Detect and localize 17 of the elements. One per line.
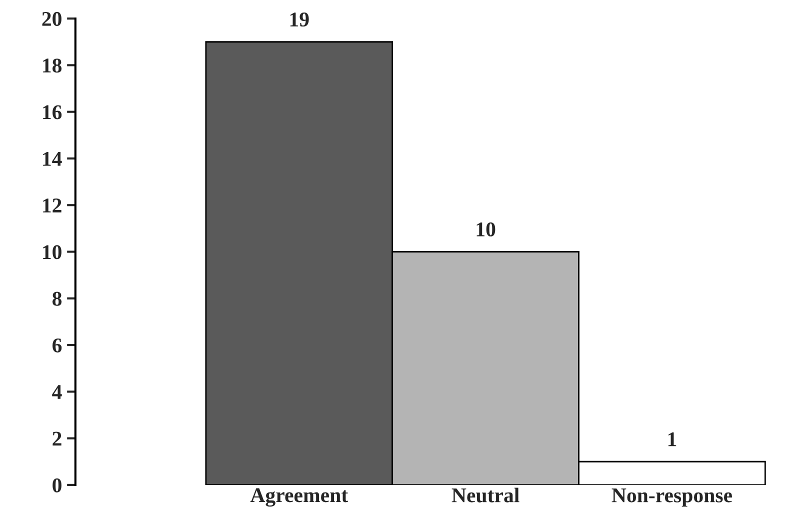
- y-tick-label: 10: [43, 245, 62, 260]
- y-tick-label: 0: [52, 478, 62, 492]
- data-label: 10: [476, 222, 496, 236]
- data-label: 1: [668, 432, 676, 446]
- x-tick-label: Agreement: [250, 488, 348, 507]
- y-tick-label: 12: [43, 198, 62, 212]
- x-tick-label: Non-response: [612, 488, 732, 507]
- y-tick-label: 6: [52, 338, 62, 352]
- y-tick-label: 20: [42, 12, 62, 26]
- y-tick-label: 16: [43, 105, 62, 120]
- y-tick-label: 2: [52, 432, 62, 446]
- data-label: 19: [290, 12, 309, 27]
- y-tick-label: 18: [43, 58, 62, 73]
- y-tick-label: 4: [52, 385, 62, 399]
- y-tick-label: 14: [43, 152, 62, 166]
- y-tick-label: 8: [52, 292, 62, 306]
- x-tick-label: Neutral: [452, 488, 520, 502]
